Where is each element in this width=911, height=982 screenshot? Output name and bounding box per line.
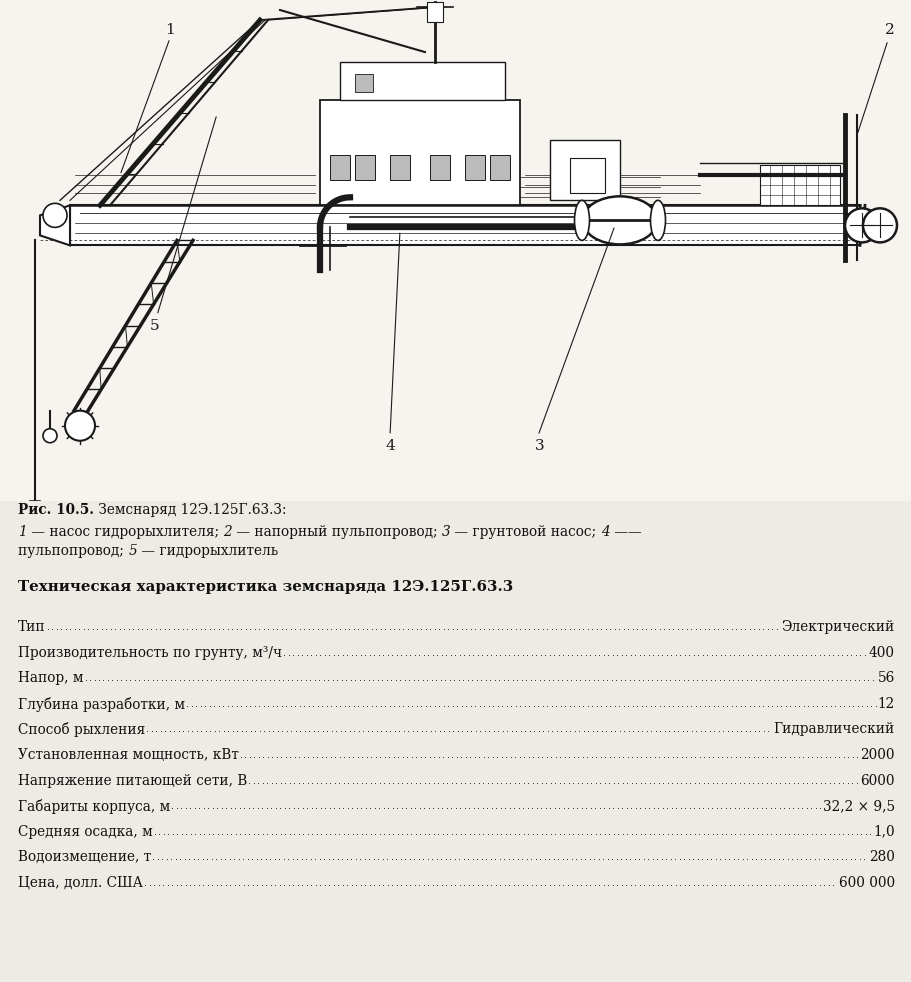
Bar — [429, 155, 449, 181]
Bar — [330, 155, 350, 181]
Text: Земснаряд 12Э.125Г.63.3:: Земснаряд 12Э.125Г.63.3: — [94, 503, 286, 518]
Text: — напорный пульпопровод;: — напорный пульпопровод; — [231, 525, 441, 539]
Text: 6000: 6000 — [860, 774, 894, 788]
Bar — [320, 100, 519, 205]
Ellipse shape — [574, 200, 589, 241]
Text: — грунтовой насос;: — грунтовой насос; — [450, 525, 600, 539]
Text: Средняя осадка, м: Средняя осадка, м — [18, 825, 152, 839]
Text: 600 000: 600 000 — [838, 876, 894, 890]
Text: 1,0: 1,0 — [873, 825, 894, 839]
Text: Установленная мощность, кВт: Установленная мощность, кВт — [18, 748, 239, 762]
Bar — [354, 155, 374, 181]
Text: 2000: 2000 — [860, 748, 894, 762]
Circle shape — [43, 203, 67, 228]
Text: Техническая характеристика земснаряда 12Э.125Г.63.3: Техническая характеристика земснаряда 12… — [18, 580, 513, 594]
Text: Водоизмещение, т: Водоизмещение, т — [18, 850, 151, 864]
Bar — [390, 155, 410, 181]
Text: 56: 56 — [876, 672, 894, 685]
Text: — гидрорыхлитель: — гидрорыхлитель — [137, 544, 278, 558]
Bar — [354, 74, 373, 92]
Text: Гидравлический: Гидравлический — [773, 723, 894, 736]
Text: — насос гидрорыхлителя;: — насос гидрорыхлителя; — [26, 525, 223, 539]
Circle shape — [65, 410, 95, 441]
Text: 280: 280 — [868, 850, 894, 864]
Ellipse shape — [582, 196, 657, 245]
Text: 5: 5 — [128, 544, 137, 558]
Text: 4: 4 — [600, 525, 609, 539]
Text: 1: 1 — [165, 23, 175, 37]
Text: Напор, м: Напор, м — [18, 672, 84, 685]
Polygon shape — [40, 205, 70, 246]
Bar — [340, 62, 505, 100]
Circle shape — [862, 208, 896, 243]
Text: Цена, долл. США: Цена, долл. США — [18, 876, 143, 890]
Text: 32,2 × 9,5: 32,2 × 9,5 — [822, 799, 894, 813]
Text: 3: 3 — [441, 525, 450, 539]
Text: 5: 5 — [150, 318, 159, 333]
Circle shape — [43, 429, 56, 443]
Text: Тип: Тип — [18, 621, 46, 634]
Bar — [569, 158, 604, 193]
Text: пульпопровод;: пульпопровод; — [18, 544, 128, 558]
Circle shape — [844, 208, 878, 243]
Bar — [549, 140, 619, 200]
Text: Производительность по грунту, м³/ч: Производительность по грунту, м³/ч — [18, 646, 281, 660]
Ellipse shape — [650, 200, 665, 241]
Text: ——: —— — [609, 525, 640, 539]
Text: 1: 1 — [18, 525, 26, 539]
Text: 400: 400 — [868, 646, 894, 660]
Bar — [489, 155, 509, 181]
Bar — [759, 165, 839, 205]
Text: 2: 2 — [223, 525, 231, 539]
Text: Рис. 10.5.: Рис. 10.5. — [18, 503, 94, 518]
Text: Габариты корпуса, м: Габариты корпуса, м — [18, 799, 170, 814]
Text: Глубина разработки, м: Глубина разработки, м — [18, 697, 185, 712]
Text: 4: 4 — [384, 439, 394, 453]
Text: Способ рыхления: Способ рыхления — [18, 723, 145, 737]
Bar — [465, 155, 485, 181]
Text: Напряжение питающей сети, В: Напряжение питающей сети, В — [18, 774, 247, 788]
Bar — [426, 2, 443, 22]
Bar — [70, 205, 859, 246]
Text: 3: 3 — [535, 439, 544, 453]
Text: 12: 12 — [876, 697, 894, 711]
Text: 2: 2 — [885, 23, 894, 37]
Text: Электрический: Электрический — [781, 621, 894, 634]
